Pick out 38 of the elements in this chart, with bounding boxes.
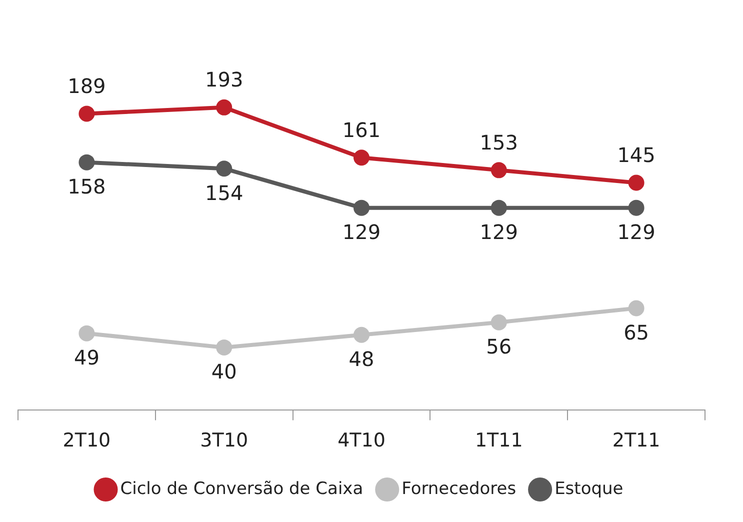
point — [628, 174, 644, 191]
data-label: 145 — [617, 142, 656, 167]
data-label: 49 — [74, 346, 100, 370]
point — [78, 154, 95, 170]
point — [216, 339, 232, 356]
data-label: 129 — [480, 220, 518, 244]
x-tick-label: 2T10 — [62, 430, 111, 452]
point — [354, 200, 370, 216]
data-label: 129 — [342, 220, 381, 244]
point — [78, 325, 95, 342]
x-tick-label: 3T10 — [200, 430, 248, 452]
data-label: 154 — [205, 180, 244, 205]
point — [628, 300, 644, 316]
point — [628, 200, 644, 216]
point — [354, 150, 370, 166]
point — [490, 200, 507, 216]
data-label: 189 — [68, 74, 106, 98]
point — [216, 160, 232, 177]
point — [490, 314, 507, 330]
data-label: 158 — [68, 174, 106, 199]
x-tick-label: 2T11 — [612, 430, 660, 452]
point — [78, 106, 95, 122]
x-tick-label: 4T10 — [338, 430, 386, 452]
x-tick-label: 1T11 — [474, 430, 523, 452]
point — [354, 326, 370, 343]
data-label: 56 — [486, 334, 512, 359]
data-label: 161 — [342, 118, 381, 142]
legend-label: Estoque — [554, 478, 624, 499]
data-label: 48 — [348, 347, 374, 372]
point — [216, 99, 232, 116]
data-label: 40 — [211, 360, 237, 384]
point — [490, 162, 507, 178]
legend-label: Fornecedores — [402, 478, 516, 499]
data-label: 65 — [624, 320, 650, 344]
legend-label: Ciclo de Conversão de Caixa — [120, 478, 364, 499]
data-label: 129 — [617, 220, 656, 244]
data-label: 153 — [480, 130, 518, 154]
data-label: 193 — [205, 68, 244, 92]
